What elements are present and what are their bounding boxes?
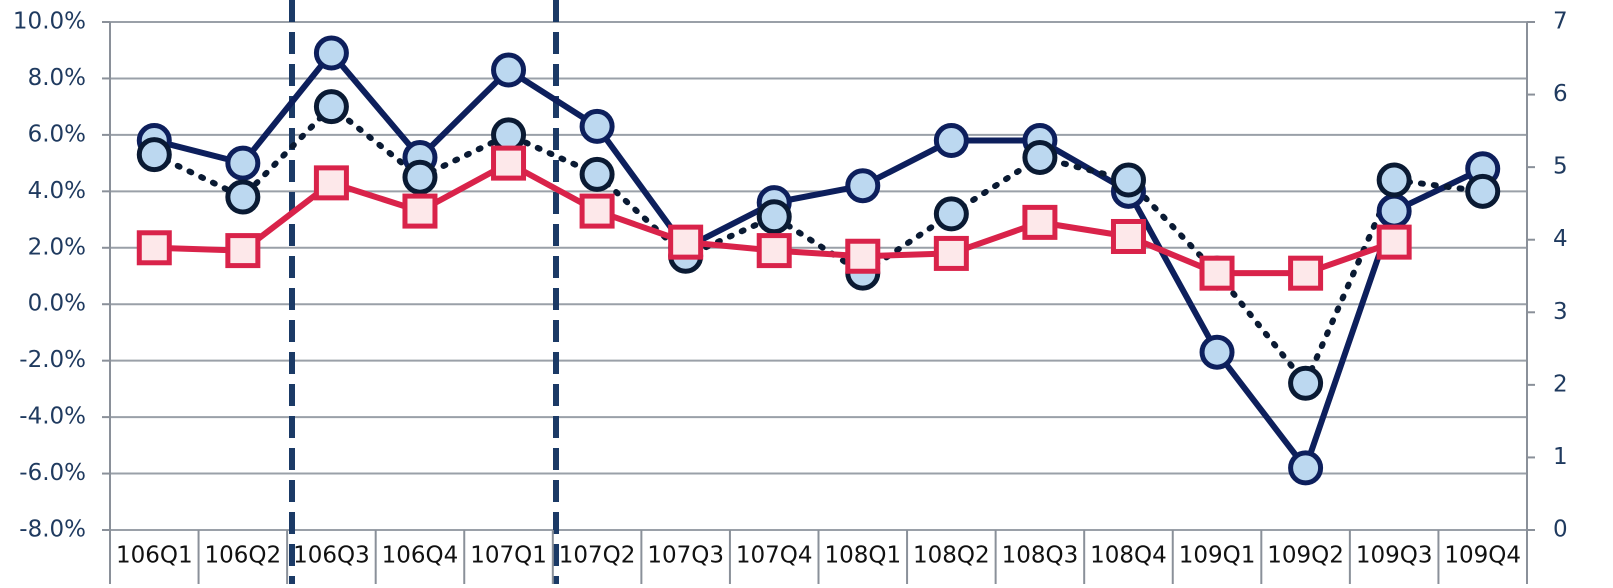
y2-tick-label: 7 (1553, 9, 1568, 35)
data-point (1199, 334, 1235, 370)
data-point (225, 179, 261, 215)
x-tick-label: 109Q4 (1444, 543, 1521, 569)
x-tick-label: 108Q2 (913, 543, 990, 569)
data-point (933, 196, 969, 232)
y2-tick-label: 6 (1553, 81, 1568, 107)
data-point (933, 235, 969, 271)
data-point (313, 35, 349, 71)
data-point (845, 238, 881, 274)
data-point (1376, 193, 1412, 229)
data-point (579, 156, 615, 192)
data-point (1376, 224, 1412, 260)
y-tick-label: -8.0% (19, 517, 86, 543)
data-point (579, 193, 615, 229)
x-tick-label: 107Q3 (647, 543, 724, 569)
data-point (1022, 204, 1058, 240)
y-tick-label: 4.0% (28, 178, 86, 204)
data-point (225, 233, 261, 269)
data-point (491, 52, 527, 88)
y2-tick-label: 3 (1553, 299, 1568, 325)
data-point (579, 108, 615, 144)
data-point (1288, 365, 1324, 401)
y-tick-label: -6.0% (19, 460, 86, 486)
series-line (151, 50, 1486, 471)
y-tick-label: -2.0% (19, 347, 86, 373)
y2-tick-label: 5 (1553, 154, 1568, 180)
x-tick-label: 106Q2 (205, 543, 282, 569)
y-tick-label: 8.0% (28, 65, 86, 91)
y2-tick-label: 0 (1553, 517, 1568, 543)
data-point (1288, 255, 1324, 291)
y-tick-label: 10.0% (13, 9, 86, 35)
data-point (1376, 162, 1412, 198)
data-point (933, 123, 969, 159)
data-point (1022, 139, 1058, 175)
x-tick-label: 107Q2 (559, 543, 636, 569)
y-tick-label: 0.0% (28, 291, 86, 317)
data-point (402, 193, 438, 229)
data-point (1110, 218, 1146, 254)
y2-tick-label: 4 (1553, 226, 1568, 252)
x-tick-label: 109Q1 (1179, 543, 1256, 569)
data-point (491, 145, 527, 181)
x-tick-label: 109Q3 (1356, 543, 1433, 569)
data-point (313, 165, 349, 201)
y2-tick-label: 2 (1553, 371, 1568, 397)
data-point (136, 230, 172, 266)
data-point (1465, 173, 1501, 209)
x-tick-label: 108Q3 (1002, 543, 1079, 569)
x-tick-label: 108Q1 (824, 543, 901, 569)
data-point (1199, 255, 1235, 291)
x-tick-label: 107Q4 (736, 543, 813, 569)
series-line (151, 103, 1486, 387)
x-tick-label: 108Q4 (1090, 543, 1167, 569)
data-point (756, 199, 792, 235)
x-tick-label: 109Q2 (1267, 543, 1344, 569)
x-tick-label: 106Q3 (293, 543, 370, 569)
y-tick-label: -4.0% (19, 404, 86, 430)
y-tick-label: 2.0% (28, 234, 86, 260)
data-point (845, 168, 881, 204)
data-point (1288, 450, 1324, 486)
x-tick-label: 106Q1 (116, 543, 193, 569)
data-point (225, 145, 261, 181)
data-point (668, 224, 704, 260)
data-point (313, 89, 349, 125)
data-point (756, 233, 792, 269)
y-tick-label: 6.0% (28, 121, 86, 147)
data-point (491, 117, 527, 153)
x-tick-label: 107Q1 (470, 543, 547, 569)
x-tick-label: 106Q4 (382, 543, 459, 569)
data-point (136, 137, 172, 173)
data-point (1110, 162, 1146, 198)
y2-tick-label: 1 (1553, 444, 1568, 470)
data-point (402, 159, 438, 195)
